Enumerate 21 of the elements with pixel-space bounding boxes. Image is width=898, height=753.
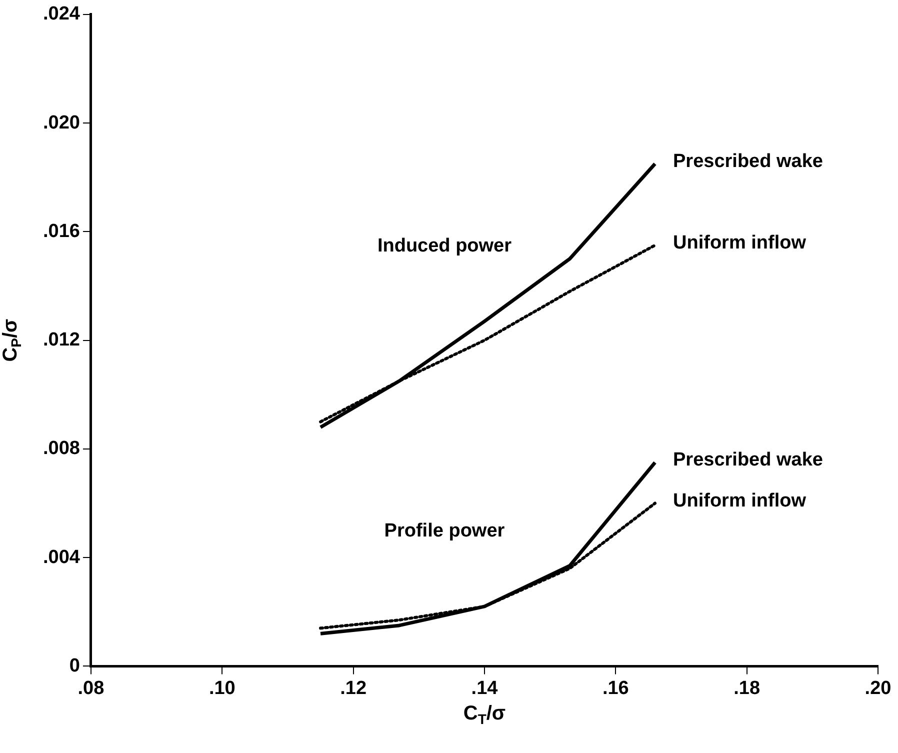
y-tick-label: 0: [69, 655, 80, 676]
series-label: Prescribed wake: [673, 450, 823, 471]
y-tick-label: .008: [42, 438, 80, 460]
series-label: Prescribed wake: [673, 151, 823, 172]
x-tick-label: .20: [864, 678, 892, 699]
series-label: Uniform inflow: [673, 232, 806, 254]
x-tick-label: .16: [602, 678, 629, 699]
x-tick-label: .18: [734, 678, 760, 699]
annotation: Profile power: [384, 520, 506, 542]
y-axis-title: CP/σ: [0, 318, 24, 362]
series-label: Uniform inflow: [673, 490, 806, 512]
annotation: Induced power: [377, 236, 512, 257]
y-tick-label: .024: [42, 4, 80, 25]
x-tick-label: .10: [208, 678, 236, 699]
y-tick-label: .020: [42, 112, 80, 134]
x-tick-label: .12: [340, 678, 367, 699]
y-tick-label: .016: [42, 220, 80, 242]
y-tick-label: .004: [42, 546, 80, 568]
x-tick-label: .14: [471, 678, 498, 699]
y-tick-label: .012: [42, 330, 80, 351]
x-tick-label: .08: [78, 678, 104, 699]
